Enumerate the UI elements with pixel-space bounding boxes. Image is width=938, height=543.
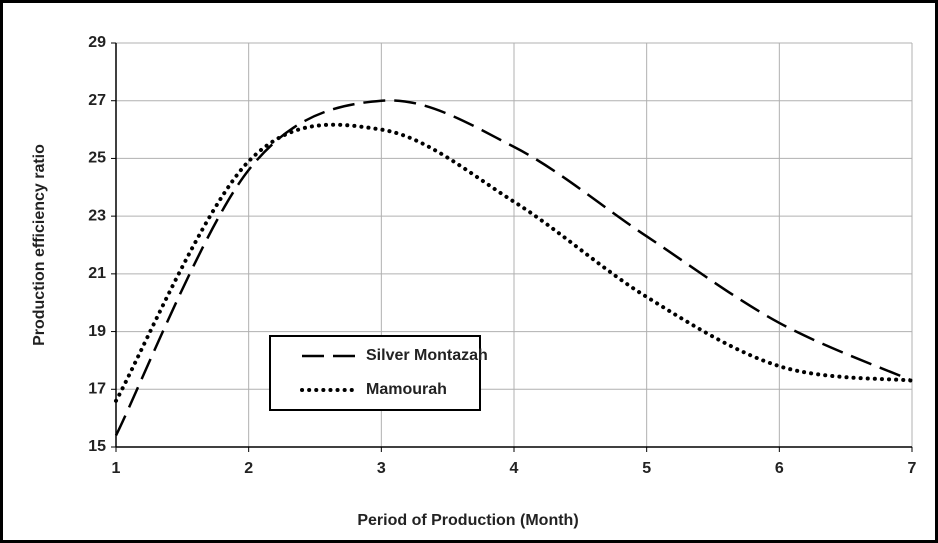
- y-tick-label: 21: [88, 265, 106, 282]
- legend-box: [269, 335, 481, 411]
- legend-label: Mamourah: [366, 381, 447, 398]
- x-tick-label: 2: [244, 460, 253, 477]
- legend-label: Silver Montazah: [366, 347, 488, 364]
- y-axis-label: Production efficiency ratio: [31, 144, 48, 346]
- y-tick-label: 29: [88, 34, 106, 51]
- y-tick-label: 19: [88, 323, 106, 340]
- y-tick-label: 25: [88, 150, 106, 167]
- line: [114, 122, 914, 403]
- x-tick-label: 7: [908, 460, 917, 477]
- x-tick-label: 6: [775, 460, 784, 477]
- line: [114, 99, 913, 437]
- x-tick-label: 1: [112, 460, 121, 477]
- y-tick-label: 27: [88, 92, 106, 109]
- y-tick-label: 17: [88, 381, 106, 398]
- x-axis-label: Period of Production (Month): [357, 512, 578, 529]
- x-tick-label: 3: [377, 460, 386, 477]
- x-tick-label: 4: [510, 460, 519, 477]
- y-tick-label: 15: [88, 438, 106, 455]
- x-tick-label: 5: [642, 460, 651, 477]
- y-tick-label: 23: [88, 207, 106, 224]
